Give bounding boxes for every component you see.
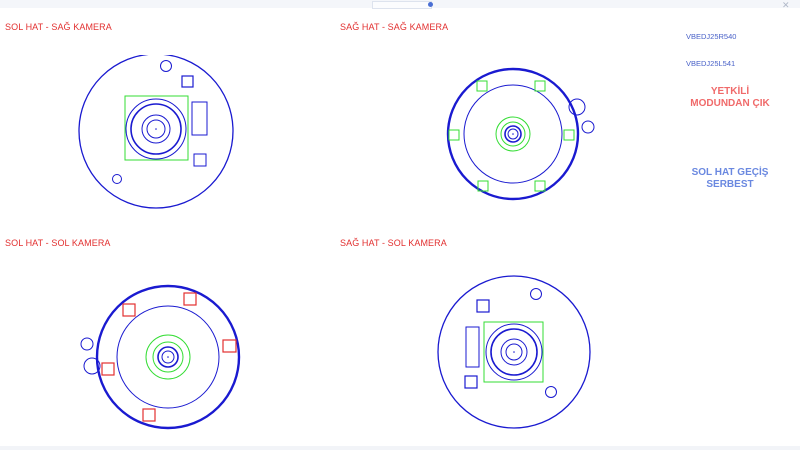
- close-icon[interactable]: ✕: [782, 0, 790, 10]
- camera-view-top-right: [446, 67, 595, 201]
- title-center-box: [372, 1, 432, 9]
- camera-view-top-left: [78, 55, 234, 209]
- right-part-number-value: VBEDJ25R540: [686, 32, 737, 41]
- left-part-number-value: VBEDJ25L541: [686, 59, 736, 68]
- left-line-pass-status: SOL HAT GEÇİŞ SERBEST: [691, 167, 769, 190]
- panel-label-top-left: SOL HAT - SAĞ KAMERA: [5, 22, 112, 32]
- camera-view-bottom-left: [80, 284, 241, 430]
- panel-label-bottom-left: SOL HAT - SOL KAMERA: [5, 238, 111, 248]
- status-bar: [0, 446, 800, 450]
- panel-label-top-right: SAĞ HAT - SAĞ KAMERA: [340, 22, 449, 32]
- panel-label-bottom-right: SAĞ HAT - SOL KAMERA: [340, 238, 447, 248]
- camera-view-bottom-right: [437, 275, 591, 429]
- exit-admin-mode-button[interactable]: YETKİLİ MODUNDAN ÇIK: [690, 86, 770, 109]
- info-icon[interactable]: [428, 2, 433, 7]
